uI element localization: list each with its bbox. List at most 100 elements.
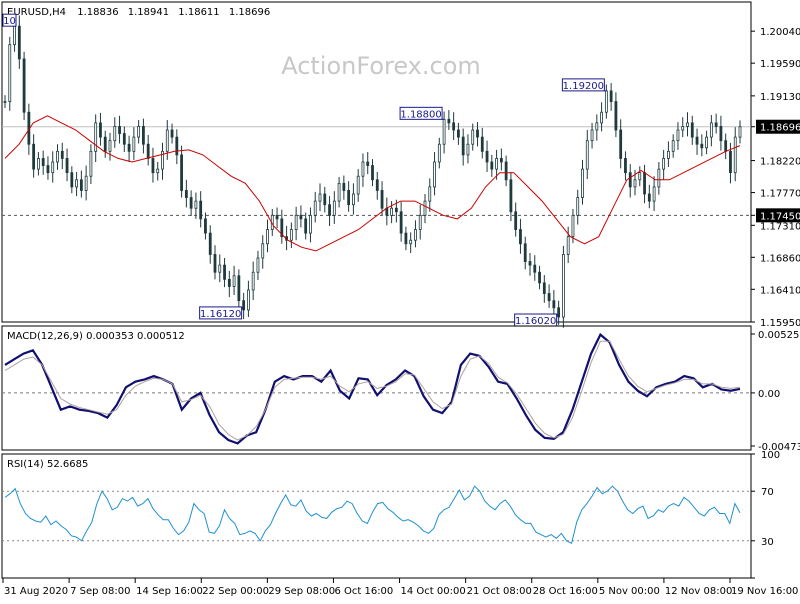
candle-body bbox=[294, 214, 298, 230]
candle-body bbox=[442, 118, 446, 145]
candle-body bbox=[643, 172, 646, 195]
candle-body bbox=[423, 200, 427, 216]
moving-average bbox=[4, 115, 741, 252]
candle-body bbox=[538, 271, 541, 284]
candle-body bbox=[504, 161, 508, 181]
candle-body bbox=[332, 200, 336, 216]
annotation-label: 1.16020 bbox=[515, 316, 556, 327]
candle-body bbox=[552, 300, 556, 309]
candle-body bbox=[94, 122, 98, 152]
candle-body bbox=[729, 150, 732, 174]
candle-body bbox=[523, 243, 527, 262]
time-tick-label: 19 Nov 16:00 bbox=[731, 586, 798, 597]
candle-body bbox=[533, 264, 537, 273]
candle-body bbox=[562, 254, 565, 318]
candle-body bbox=[256, 257, 260, 273]
macd-panel-frame bbox=[1, 325, 752, 451]
macd-lines bbox=[4, 332, 741, 445]
candle-body bbox=[247, 289, 250, 311]
candle-body bbox=[170, 129, 174, 138]
candle-body bbox=[471, 129, 475, 145]
rsi-tick-label: 30 bbox=[761, 537, 774, 548]
candle-body bbox=[352, 193, 355, 206]
time-tick-label: 6 Oct 16:00 bbox=[334, 586, 393, 597]
candle-body bbox=[528, 261, 532, 266]
candle-body bbox=[452, 122, 456, 131]
candle-body bbox=[146, 143, 150, 159]
candle-body bbox=[122, 133, 126, 145]
candle-body bbox=[724, 140, 728, 152]
price-tick-label: 1.16860 bbox=[760, 253, 800, 264]
time-tick-label: 14 Sep 16:00 bbox=[136, 586, 203, 597]
candle-body bbox=[581, 168, 584, 198]
candle-body bbox=[175, 136, 179, 156]
candle-body bbox=[304, 218, 308, 234]
candle-body bbox=[585, 140, 589, 170]
time-tick-label: 31 Aug 2020 bbox=[4, 586, 68, 597]
candle-body bbox=[394, 207, 398, 213]
candle-body bbox=[194, 200, 198, 209]
candle-body bbox=[595, 122, 599, 131]
candle-body bbox=[189, 197, 193, 209]
candle-body bbox=[280, 218, 284, 238]
candle-body bbox=[227, 278, 231, 287]
candle-body bbox=[638, 172, 642, 181]
candle-body bbox=[137, 126, 141, 138]
candle-body bbox=[251, 271, 255, 291]
candle-body bbox=[37, 158, 40, 170]
candle-body bbox=[604, 90, 608, 113]
rsi-panel-frame bbox=[1, 453, 752, 579]
price-tick-label: 1.16410 bbox=[760, 285, 800, 296]
candle-body bbox=[22, 58, 26, 113]
candle-body bbox=[299, 214, 303, 220]
price-tick-label: 1.17450 bbox=[760, 211, 800, 222]
candle-body bbox=[652, 186, 656, 202]
annotation-label: 10 bbox=[3, 16, 16, 27]
candle-body bbox=[142, 126, 145, 145]
candle-body bbox=[519, 229, 522, 245]
rsi-tick-label: 100 bbox=[761, 450, 780, 461]
candle-body bbox=[738, 126, 742, 138]
time-tick-label: 22 Sep 00:00 bbox=[202, 586, 269, 597]
rsi-line bbox=[4, 485, 741, 545]
annotation-label: 1.16120 bbox=[200, 309, 241, 320]
candle-body bbox=[733, 136, 737, 174]
candle-body bbox=[342, 182, 346, 191]
candle-body bbox=[647, 193, 651, 202]
candle-body bbox=[495, 158, 498, 170]
time-tick-label: 7 Sep 08:00 bbox=[70, 586, 130, 597]
macd-axis: 0.00525 0.00 -0.004732 bbox=[751, 330, 800, 453]
candle-body bbox=[99, 122, 102, 138]
price-annotations: 1.16120 1.18800 1.19200 1.16020 10 bbox=[2, 13, 607, 327]
candle-body bbox=[289, 229, 293, 241]
candle-body bbox=[60, 150, 64, 159]
candle-body bbox=[509, 179, 513, 213]
candle-body bbox=[404, 232, 408, 245]
candle-body bbox=[480, 136, 484, 152]
candle-body bbox=[84, 175, 88, 191]
low-value: 1.18611 bbox=[178, 7, 219, 18]
candle-body bbox=[709, 122, 713, 138]
candle-body bbox=[56, 150, 59, 163]
candle-body bbox=[32, 143, 36, 170]
candle-body bbox=[700, 143, 704, 149]
price-tick-label: 1.17770 bbox=[760, 189, 800, 200]
time-tick-label: 14 Oct 00:00 bbox=[401, 586, 466, 597]
candle-body bbox=[437, 143, 441, 163]
candle-body bbox=[414, 229, 417, 241]
candle-body bbox=[275, 214, 279, 220]
candle-body bbox=[714, 122, 718, 127]
price-tick-label: 1.18220 bbox=[760, 157, 800, 168]
price-tick-label: 1.20040 bbox=[760, 27, 800, 38]
candle-body bbox=[218, 264, 222, 273]
candle-body bbox=[184, 190, 188, 198]
candle-body bbox=[337, 182, 341, 202]
watermark: ActionForex.com bbox=[281, 52, 481, 80]
candle-body bbox=[51, 161, 55, 174]
rsi-panel: RSI(14) 52.6685 100 70 30 bbox=[1, 450, 780, 579]
annotation-label: 1.18800 bbox=[400, 109, 441, 120]
candle-body bbox=[17, 25, 21, 60]
candle-body bbox=[108, 140, 112, 152]
